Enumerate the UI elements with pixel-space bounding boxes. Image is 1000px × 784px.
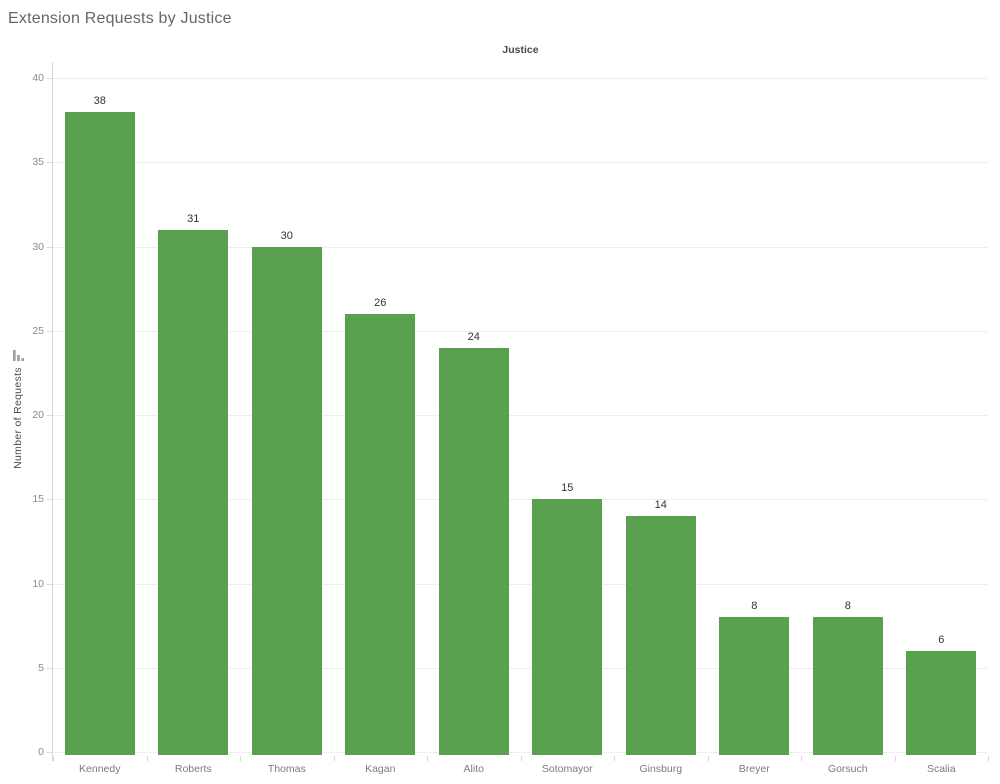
x-axis-category-label[interactable]: Alito	[463, 763, 484, 775]
x-axis-category-label[interactable]: Thomas	[267, 763, 306, 775]
y-axis-title-wrap: Number of Requests	[10, 62, 26, 756]
bar-alito[interactable]	[438, 347, 509, 755]
x-axis-tick	[707, 756, 709, 761]
bar-breyer[interactable]	[719, 617, 790, 755]
y-axis-tick	[47, 246, 52, 248]
gridline	[53, 415, 988, 416]
gridline	[53, 667, 988, 669]
bar-kagan[interactable]	[345, 313, 416, 755]
bar-thomas[interactable]	[251, 246, 322, 755]
x-axis-category-label[interactable]: Scalia	[926, 763, 956, 775]
bar-value-label: 14	[654, 499, 667, 512]
y-axis-tick	[47, 583, 52, 585]
x-axis-tick	[894, 756, 896, 761]
bar-value-label: 15	[561, 482, 574, 495]
x-axis-tick	[520, 756, 522, 761]
y-axis-tick-label: 20	[32, 409, 44, 421]
y-axis-tick-label: 25	[32, 324, 44, 337]
y-axis-tick	[47, 752, 52, 753]
chart-title: Extension Requests by Justice	[8, 10, 232, 27]
x-axis-category-label[interactable]: Kagan	[365, 763, 396, 775]
x-axis-tick	[801, 756, 802, 761]
y-axis-tick-label: 0	[38, 746, 44, 758]
x-axis-category-label[interactable]: Sotomayor	[541, 763, 593, 775]
gridline	[53, 499, 988, 501]
gridline	[53, 752, 988, 753]
column-field-label: Justice	[502, 44, 539, 56]
gridline	[53, 583, 988, 585]
y-axis-tick	[47, 415, 52, 416]
bar-value-label: 24	[467, 330, 480, 343]
x-axis-tick	[53, 756, 54, 761]
bar-ginsburg[interactable]	[625, 516, 696, 755]
y-axis-tick-label: 15	[32, 493, 44, 506]
y-axis-tick-label: 35	[32, 156, 44, 169]
x-axis-category-label[interactable]: Roberts	[174, 763, 212, 775]
y-axis-tick	[47, 330, 52, 332]
x-axis-tick	[240, 756, 241, 761]
y-axis-tick	[47, 499, 52, 501]
x-axis-category-label[interactable]: Kennedy	[79, 763, 121, 775]
bar-roberts[interactable]	[158, 229, 229, 755]
bar-value-label: 38	[93, 94, 106, 107]
y-axis-tick	[47, 78, 52, 79]
x-axis-tick	[146, 756, 148, 761]
gridline	[53, 246, 988, 248]
bar-value-label: 6	[938, 633, 945, 646]
y-axis-tick-label: 40	[32, 72, 44, 84]
gridline	[53, 330, 988, 332]
bar-value-label: 31	[187, 212, 200, 225]
bar-value-label: 30	[280, 229, 293, 242]
y-axis-tick	[47, 667, 52, 669]
y-axis-line	[52, 62, 53, 761]
x-axis-category-label[interactable]: Breyer	[738, 763, 770, 775]
x-axis-category-label[interactable]: Ginsburg	[639, 763, 683, 775]
x-axis-tick	[427, 756, 428, 761]
bar-value-label: 26	[374, 296, 387, 309]
plot-area: 38 31 30 26 24 15 14 8 8 6	[53, 62, 988, 756]
sort-descending-icon[interactable]	[12, 349, 25, 362]
y-axis-tick-label: 5	[38, 661, 44, 674]
gridline	[53, 78, 988, 79]
bar-scalia[interactable]	[906, 650, 977, 755]
x-axis-tick	[614, 756, 615, 761]
bar-value-label: 8	[844, 600, 851, 613]
bar-kennedy[interactable]	[64, 111, 135, 755]
bar-gorsuch[interactable]	[812, 617, 883, 755]
y-axis-tick-label: 10	[32, 577, 44, 590]
x-axis-tick	[333, 756, 335, 761]
x-axis-category-label[interactable]: Gorsuch	[827, 763, 868, 775]
gridline	[53, 162, 988, 164]
bar-value-label: 8	[751, 600, 758, 613]
bar-sotomayor[interactable]	[532, 499, 603, 755]
x-axis-tick	[988, 756, 989, 761]
y-axis-tick	[47, 162, 52, 164]
y-axis-tick-label: 30	[32, 240, 44, 253]
